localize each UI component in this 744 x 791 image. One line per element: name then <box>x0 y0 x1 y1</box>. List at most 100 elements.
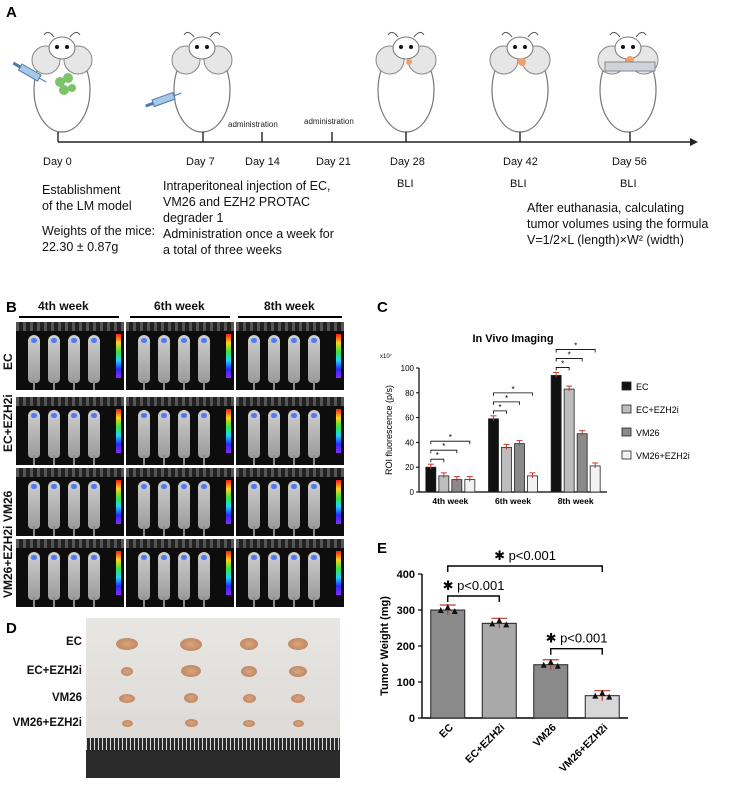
chart-e-datapoint <box>451 608 458 614</box>
chart-c-bar <box>438 475 450 493</box>
day-14-label: Day 14 <box>245 156 280 168</box>
panel-label-c: C <box>377 299 388 316</box>
mouse-day0-illustration <box>11 31 93 133</box>
chart-e-sig-bracket <box>550 648 603 655</box>
tumor-sample <box>121 666 133 676</box>
chart-c-xtick-label: 6th week <box>495 496 531 506</box>
chart-e-datapoint <box>606 693 613 700</box>
chart-c-legend-label: EC+EZH2i <box>636 405 679 415</box>
chart-e-sig-bracket <box>447 595 500 602</box>
tumor-sample <box>241 665 257 677</box>
chart-e-sig-label: ✱ p<0.001 <box>546 631 608 646</box>
bli-image-r4-c2 <box>126 539 234 607</box>
chart-c-sig-bracket <box>430 440 471 445</box>
chart-e-ytick-label: 200 <box>397 641 415 653</box>
bli-week-8-label: 8th week <box>264 299 315 313</box>
bli-label-day56: BLI <box>620 178 637 190</box>
tumor-sample <box>242 693 256 703</box>
bli-image-r1-c2 <box>126 322 234 390</box>
chart-c-sig-bracket <box>555 358 583 362</box>
day7-description: Intraperitoneal injection of EC, VM26 an… <box>163 179 334 257</box>
chart-c-legend-swatch <box>621 381 632 391</box>
bli-label-day28: BLI <box>397 178 414 190</box>
day-0-label: Day 0 <box>43 156 72 168</box>
bli-image-r1-c1 <box>16 322 124 390</box>
bli-week-4-underline <box>19 316 119 318</box>
chart-e-sig-bracket <box>447 565 603 572</box>
bli-week-6-underline <box>130 316 230 318</box>
bli-week-4-label: 4th week <box>38 299 89 313</box>
chart-c-sig-star: * <box>449 433 452 442</box>
chart-e-datapoint <box>592 692 599 699</box>
tumor-sample <box>243 719 255 727</box>
chart-c-bar <box>576 433 588 493</box>
chart-c-sig-bracket <box>493 392 533 396</box>
chart-e-ytick-label: 100 <box>397 677 415 689</box>
chart-c-title: In Vivo Imaging <box>472 333 553 345</box>
tumor-sample <box>240 638 258 650</box>
tumor-sample <box>181 665 201 677</box>
chart-c-legend-label: VM26 <box>636 428 660 438</box>
chart-e-sig-label: ✱ p<0.001 <box>443 578 505 593</box>
chart-c-sig-bracket <box>493 410 507 414</box>
chart-c-legend-swatch <box>621 427 632 437</box>
day-21-label: Day 21 <box>316 156 351 168</box>
administration-label-day14: administration <box>228 120 278 129</box>
day0-description: Establishment of the LM model <box>42 183 132 213</box>
tumor-sample <box>292 719 304 727</box>
chart-c-ytick-label: 80 <box>405 389 414 398</box>
chart-e-bar <box>430 609 466 719</box>
chart-e-sig-label: ✱ p<0.001 <box>494 548 556 563</box>
chart-c-sig-bracket <box>555 349 596 353</box>
chart-c-bar <box>425 466 437 493</box>
tumor-row-label-vm26-ezh2i: VM26+EZH2i <box>12 717 82 729</box>
chart-e-xtick-label: EC <box>437 721 456 740</box>
mouse-day42-illustration <box>489 31 551 133</box>
mouse-day28-illustration <box>375 31 437 133</box>
tumor-sample <box>288 638 308 650</box>
chart-c-multiplier: x10⁷ <box>380 353 392 360</box>
chart-e-datapoint <box>540 661 547 668</box>
mouse-day56-illustration <box>597 31 659 133</box>
bli-image-r3-c1 <box>16 468 124 536</box>
chart-c-sig-star: * <box>568 350 571 359</box>
chart-c-sig-star: * <box>561 359 564 368</box>
tumor-row-label-vm26: VM26 <box>51 692 82 704</box>
chart-c-bar <box>589 465 601 493</box>
bli-image-r4-c1 <box>16 539 124 607</box>
chart-e-datapoint <box>554 662 561 669</box>
bli-image-r2-c3 <box>236 397 344 465</box>
chart-e-datapoint <box>503 621 510 628</box>
chart-c-ytick-label: 60 <box>405 414 414 423</box>
chart-c-bar <box>488 418 499 493</box>
tumor-sample <box>289 665 307 677</box>
chart-c-bar <box>501 446 512 493</box>
chart-c-sig-bracket <box>555 367 570 371</box>
chart-c-legend-swatch <box>621 450 632 460</box>
chart-c-ylabel: ROI fluorescence (p/s) <box>384 385 394 475</box>
day-42-label: Day 42 <box>503 156 538 168</box>
chart-e-datapoint <box>496 617 503 624</box>
chart-c-ytick-label: 0 <box>410 488 415 497</box>
tumor-sample <box>184 693 198 703</box>
chart-e-datapoint <box>489 620 496 627</box>
mouse-weights-text: Weights of the mice: 22.30 ± 0.87g <box>42 224 156 254</box>
chart-e-datapoint <box>437 607 444 613</box>
chart-c-bar <box>550 375 562 493</box>
day-56-label: Day 56 <box>612 156 647 168</box>
panel-label-b: B <box>6 299 17 316</box>
bli-row-label-vm26-ezh2i: VM26+EZH2i <box>1 525 15 598</box>
tumor-sample <box>291 693 305 703</box>
bli-image-r2-c1 <box>16 397 124 465</box>
day-7-label: Day 7 <box>186 156 215 168</box>
bli-row-label-vm26: VM26 <box>1 490 15 522</box>
bli-row-label-ec-ezh2i: EC+EZH2i <box>1 394 15 452</box>
administration-label-day21: administration <box>304 117 354 126</box>
panel-label-a: A <box>6 4 17 21</box>
chart-c-bar <box>514 443 525 493</box>
panel-label-e: E <box>377 540 388 557</box>
bli-row-label-ec: EC <box>1 353 15 370</box>
bli-week-8-underline <box>238 316 342 318</box>
chart-e-datapoint <box>444 604 451 610</box>
chart-c-sig-star: * <box>498 403 501 412</box>
